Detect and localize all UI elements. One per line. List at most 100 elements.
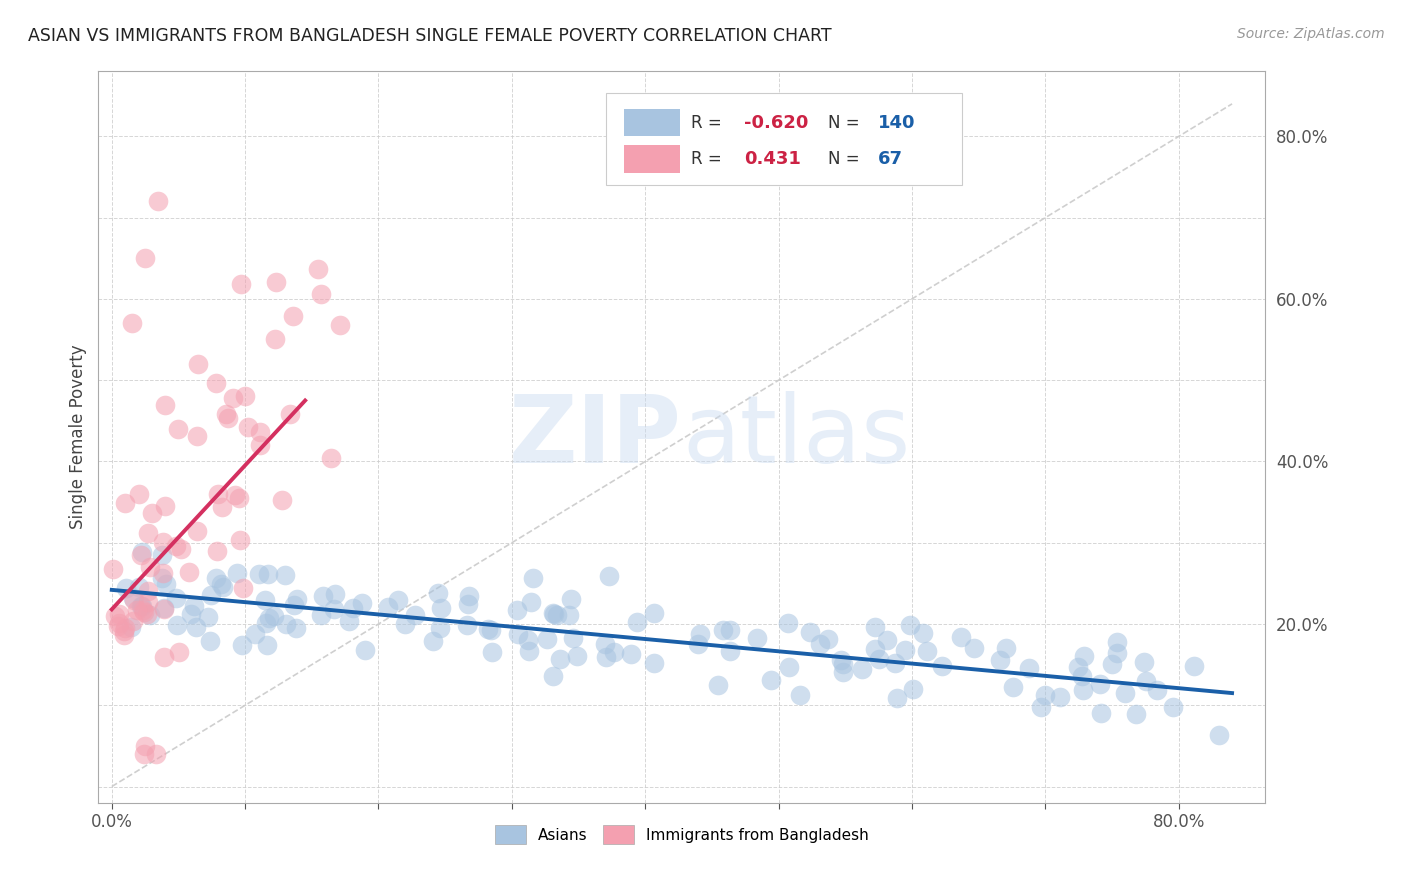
Point [187,357,209,371]
Point [127,603,149,617]
Point [134,739,156,753]
Point [263,608,285,623]
Point [1163,700,1185,714]
Point [266,275,288,289]
Point [456,618,478,632]
Point [394,617,416,632]
Point [278,407,301,421]
Point [128,487,150,501]
Point [337,615,360,629]
Point [233,389,256,403]
Point [249,425,271,439]
Point [643,606,665,620]
Point [1070,669,1092,683]
Point [541,606,564,620]
Text: -0.620: -0.620 [744,113,808,131]
Point [309,607,332,622]
Point [508,626,530,640]
Text: N =: N = [828,150,859,168]
Point [198,633,221,648]
Point [285,591,308,606]
Point [886,691,908,706]
Point [165,591,187,605]
Point [548,652,571,666]
Point [115,581,138,595]
Point [387,593,409,607]
Point [200,588,222,602]
Point [711,623,734,637]
Point [136,583,159,598]
Point [1133,656,1156,670]
Point [309,287,332,301]
Point [831,665,853,680]
Point [354,642,377,657]
Point [778,616,800,631]
Point [761,673,783,687]
Point [517,643,540,657]
Y-axis label: Single Female Poverty: Single Female Poverty [69,345,87,529]
Point [134,252,156,266]
Point [104,609,127,624]
Point [228,491,250,505]
Point [817,632,839,646]
Point [139,608,162,623]
Point [167,422,190,436]
Point [180,607,202,621]
Point [107,615,129,630]
Point [186,524,208,538]
Point [236,419,259,434]
Point [323,587,346,601]
Point [911,625,934,640]
Point [276,616,298,631]
Point [254,592,277,607]
Point [536,632,558,646]
Point [122,614,145,628]
Point [830,652,852,666]
Point [107,618,129,632]
Point [249,438,271,452]
Point [1066,660,1088,674]
Point [222,391,245,405]
Point [131,599,153,613]
Point [329,318,352,332]
Point [1090,706,1112,720]
Text: N =: N = [828,113,859,131]
Point [949,630,972,644]
Point [689,627,711,641]
Point [150,548,173,562]
Point [1146,683,1168,698]
Point [1073,649,1095,664]
Point [122,592,145,607]
Point [212,581,235,595]
Point [285,621,308,635]
Point [204,376,226,391]
Point [114,621,136,635]
Point [152,566,174,580]
Point [543,668,565,682]
Point [114,496,136,510]
Point [170,542,193,557]
Text: 140: 140 [877,113,915,131]
Point [101,562,124,576]
Point [707,678,730,692]
Point [132,606,155,620]
Point [166,618,188,632]
Point [520,595,543,609]
Point [894,643,917,657]
Point [138,595,160,609]
Point [141,506,163,520]
Bar [624,109,679,136]
FancyBboxPatch shape [606,94,962,185]
Point [863,620,886,634]
Point [155,500,177,514]
Point [1125,706,1147,721]
Point [901,681,924,696]
Point [231,638,253,652]
Point [136,607,159,621]
Text: 0.431: 0.431 [744,150,800,168]
Point [643,656,665,670]
Point [1208,728,1230,742]
Point [229,277,252,291]
Point [263,332,285,346]
Point [131,599,153,613]
